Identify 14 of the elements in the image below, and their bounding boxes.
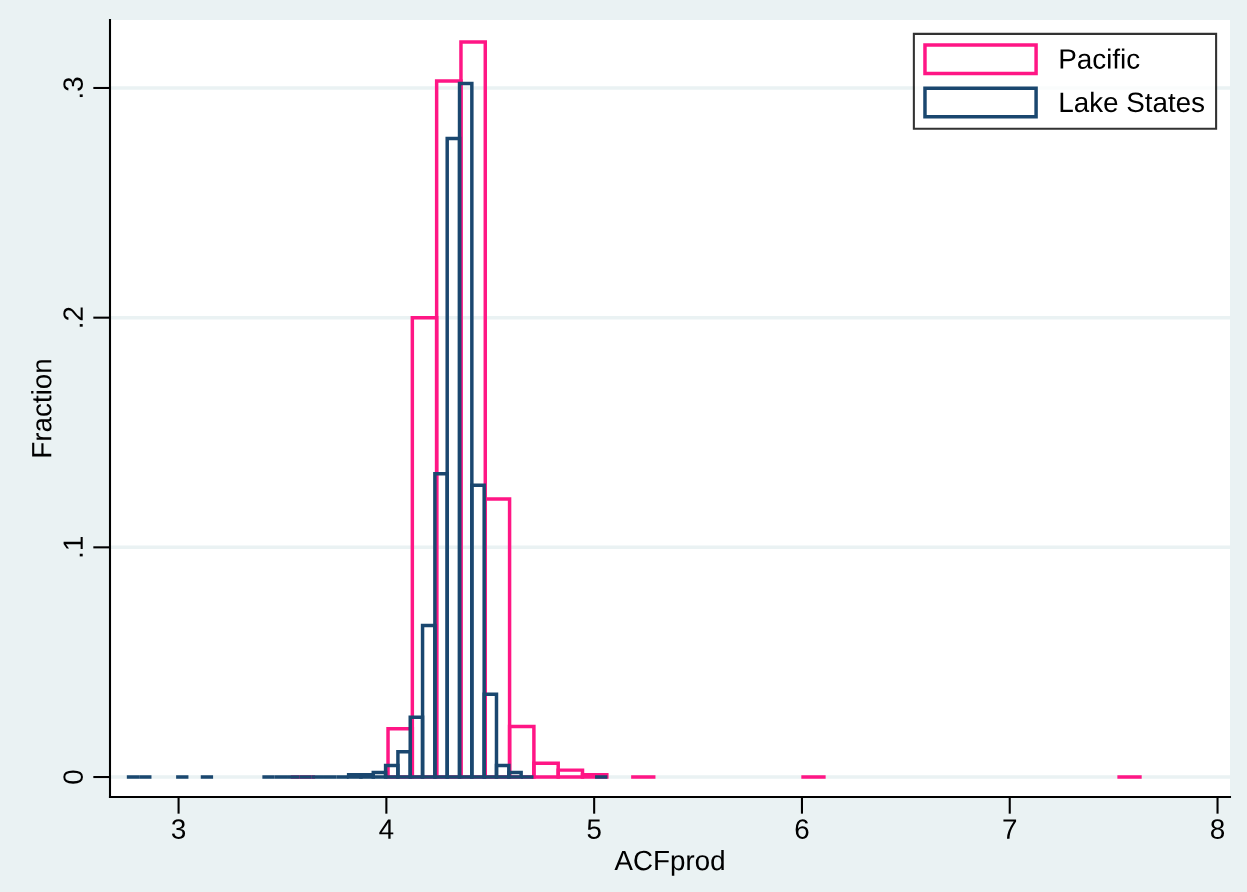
legend-label: Lake States: [1060, 91, 1205, 113]
x-tick-label: 5: [587, 819, 601, 839]
y-tick-label: 0: [63, 770, 83, 784]
y-tick-label: .3: [63, 77, 83, 98]
x-tick-label: 8: [1211, 819, 1225, 839]
y-tick-label: .2: [63, 307, 83, 327]
x-tick-label: 4: [379, 819, 394, 839]
x-tick-label: 3: [171, 819, 186, 839]
y-tick-label: .1: [63, 537, 83, 557]
legend-label: Pacific: [1060, 48, 1140, 69]
x-tick-label: 6: [795, 819, 809, 839]
x-axis-title: ACFprod: [614, 849, 724, 876]
x-tick-label: 7: [1003, 819, 1017, 839]
y-axis-title: Fraction: [31, 360, 52, 457]
